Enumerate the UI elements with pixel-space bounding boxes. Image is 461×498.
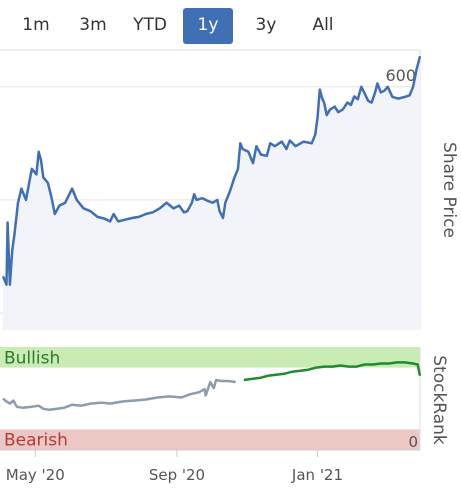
stockrank-axis-title: StockRank bbox=[429, 355, 449, 445]
share-price-axis-title: Share Price bbox=[439, 142, 459, 238]
price-tick-label: 600 bbox=[385, 66, 416, 85]
date-axis: May '20 Sep '20 Jan '21 bbox=[0, 449, 420, 484]
rank-tick-label: 0 bbox=[408, 433, 418, 451]
stockrank-line-past bbox=[2, 378, 236, 412]
range-all-button[interactable]: All bbox=[312, 15, 334, 35]
bearish-label: Bearish bbox=[4, 431, 68, 451]
range-3m-button[interactable]: 3m bbox=[79, 15, 107, 35]
range-selector: 1m 3m YTD 1y 3y All bbox=[0, 8, 461, 44]
range-1m-button[interactable]: 1m bbox=[22, 15, 50, 35]
date-tick-label: Sep '20 bbox=[149, 466, 205, 484]
share-price-area bbox=[3, 56, 420, 330]
date-tick-label: May '20 bbox=[6, 466, 65, 484]
date-tick-label: Jan '21 bbox=[291, 466, 343, 484]
range-1y-button[interactable]: 1y bbox=[183, 8, 233, 44]
bullish-band bbox=[0, 347, 420, 368]
stockrank-line-recent bbox=[243, 361, 422, 382]
range-3y-button[interactable]: 3y bbox=[255, 15, 277, 35]
bearish-band bbox=[0, 429, 420, 450]
stockrank-panel: Bullish Bearish 0 bbox=[0, 347, 422, 451]
range-ytd-button[interactable]: YTD bbox=[133, 15, 167, 35]
bullish-label: Bullish bbox=[4, 348, 60, 368]
share-price-line bbox=[1, 55, 422, 286]
share-price-panel: 200400600 bbox=[0, 49, 422, 330]
